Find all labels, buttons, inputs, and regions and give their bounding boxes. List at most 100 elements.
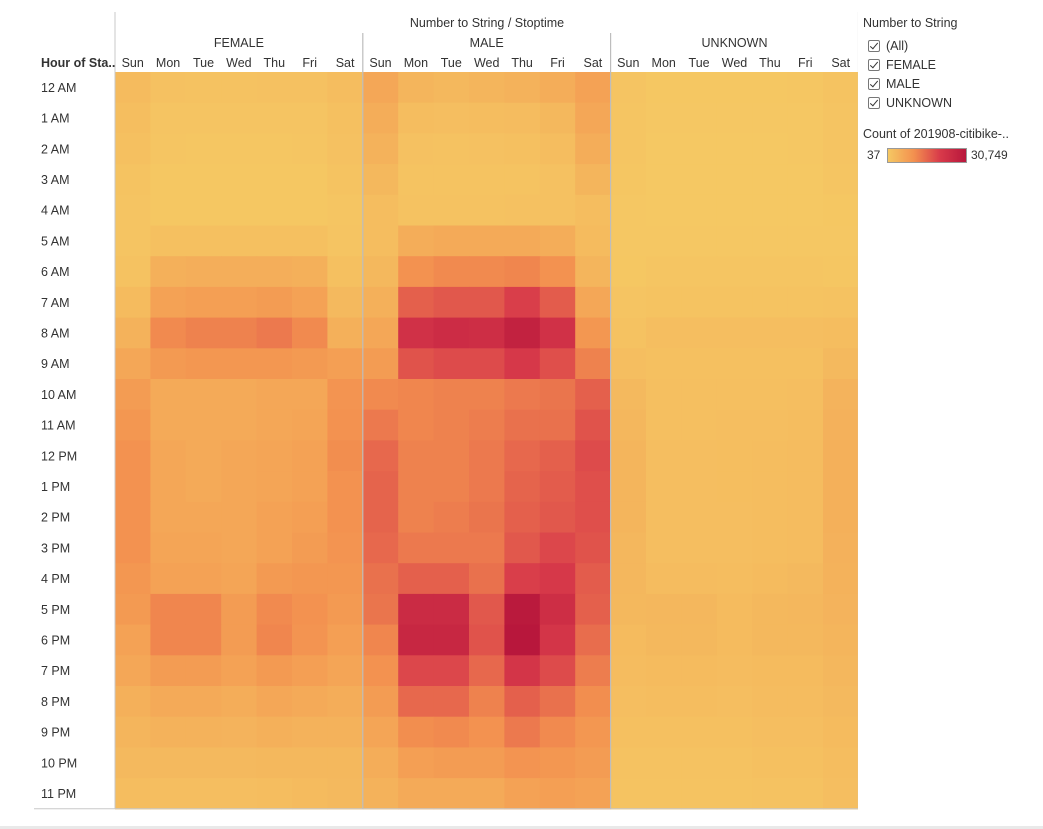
heatmap-cell[interactable] [823,716,858,748]
heatmap-cell[interactable] [327,102,364,134]
heatmap-cell[interactable] [256,225,293,257]
heatmap-cell[interactable] [256,256,293,288]
heatmap-cell[interactable] [115,563,151,595]
heatmap-cell[interactable] [752,194,789,227]
heatmap-cell[interactable] [115,225,151,257]
heatmap-cell[interactable] [398,624,435,656]
heatmap-cell[interactable] [292,256,328,288]
heatmap-cell[interactable] [221,102,258,134]
heatmap-cell[interactable] [256,348,293,380]
heatmap-cell[interactable] [823,379,858,411]
heatmap-cell[interactable] [646,133,682,165]
heatmap-cell[interactable] [716,102,753,134]
heatmap-cell[interactable] [752,102,789,134]
heatmap-cell[interactable] [823,501,858,534]
heatmap-cell[interactable] [185,716,222,748]
heatmap-cell[interactable] [221,72,258,104]
heatmap-cell[interactable] [292,379,328,411]
heatmap-cell[interactable] [185,348,222,380]
day-header-sun[interactable]: Sun [369,56,391,70]
heatmap-cell[interactable] [433,747,470,779]
heatmap-cell[interactable] [256,164,293,196]
heatmap-cell[interactable] [185,593,222,626]
heatmap-cell[interactable] [610,379,647,411]
heatmap-cell[interactable] [504,317,541,349]
heatmap-cell[interactable] [292,747,328,779]
heatmap-cell[interactable] [115,286,151,319]
heatmap-cell[interactable] [575,624,612,656]
heatmap-cell[interactable] [185,256,222,288]
heatmap-cell[interactable] [292,164,328,196]
heatmap-cell[interactable] [327,716,364,748]
heatmap-cell[interactable] [362,440,399,472]
heatmap-cell[interactable] [256,471,293,503]
heatmap-cell[interactable] [469,409,505,441]
heatmap-cell[interactable] [610,348,647,380]
heatmap-cell[interactable] [646,409,682,441]
heatmap-cell[interactable] [610,471,647,503]
heatmap-cell[interactable] [716,593,753,626]
heatmap-cell[interactable] [646,563,682,595]
heatmap-cell[interactable] [150,686,187,718]
heatmap-cell[interactable] [221,379,258,411]
heatmap-cell[interactable] [469,194,505,227]
heatmap-cell[interactable] [823,593,858,626]
heatmap-cell[interactable] [716,72,753,104]
heatmap-cell[interactable] [646,471,682,503]
heatmap-cell[interactable] [716,256,753,288]
heatmap-cell[interactable] [681,102,718,134]
heatmap-cell[interactable] [752,72,789,104]
heatmap-cell[interactable] [787,102,824,134]
heatmap-cell[interactable] [327,379,364,411]
heatmap-cell[interactable] [362,164,399,196]
heatmap-cell[interactable] [469,471,505,503]
heatmap-cell[interactable] [292,102,328,134]
heatmap-cell[interactable] [433,686,470,718]
heatmap-cell[interactable] [610,194,647,227]
heatmap-cell[interactable] [433,501,470,534]
heatmap-cell[interactable] [221,501,258,534]
filter-item-male[interactable]: MALE [862,74,1037,93]
heatmap-cell[interactable] [681,778,718,810]
heatmap-cell[interactable] [575,563,612,595]
heatmap-cell[interactable] [823,317,858,349]
heatmap-cell[interactable] [221,624,258,656]
heatmap-cell[interactable] [398,317,435,349]
heatmap-cell[interactable] [681,409,718,441]
heatmap-cell[interactable] [539,471,576,503]
heatmap-cell[interactable] [362,471,399,503]
heatmap-cell[interactable] [646,72,682,104]
heatmap-cell[interactable] [716,716,753,748]
heatmap-cell[interactable] [150,655,187,687]
heatmap-cell[interactable] [504,164,541,196]
heatmap-cell[interactable] [539,164,576,196]
heatmap-cell[interactable] [221,133,258,165]
heatmap-cell[interactable] [362,624,399,656]
heatmap-cell[interactable] [646,624,682,656]
day-header-sun[interactable]: Sun [617,56,639,70]
heatmap-cell[interactable] [539,102,576,134]
heatmap-cell[interactable] [362,778,399,810]
heatmap-cell[interactable] [823,348,858,380]
heatmap-cell[interactable] [150,286,187,319]
heatmap-cell[interactable] [398,686,435,718]
heatmap-cell[interactable] [681,624,718,656]
heatmap-cell[interactable] [362,133,399,165]
heatmap-cell[interactable] [292,286,328,319]
day-header-wed[interactable]: Wed [722,56,748,70]
heatmap-cell[interactable] [823,194,858,227]
heatmap-cell[interactable] [610,716,647,748]
heatmap-cell[interactable] [185,624,222,656]
heatmap-cell[interactable] [256,501,293,534]
heatmap-cell[interactable] [646,593,682,626]
heatmap-cell[interactable] [398,133,435,165]
day-header-sat[interactable]: Sat [336,56,355,70]
heatmap-cell[interactable] [646,686,682,718]
heatmap-cell[interactable] [646,225,682,257]
heatmap-cell[interactable] [469,501,505,534]
heatmap-cell[interactable] [185,164,222,196]
heatmap-cell[interactable] [504,286,541,319]
heatmap-cell[interactable] [539,348,576,380]
heatmap-cell[interactable] [823,532,858,564]
heatmap-cell[interactable] [681,593,718,626]
